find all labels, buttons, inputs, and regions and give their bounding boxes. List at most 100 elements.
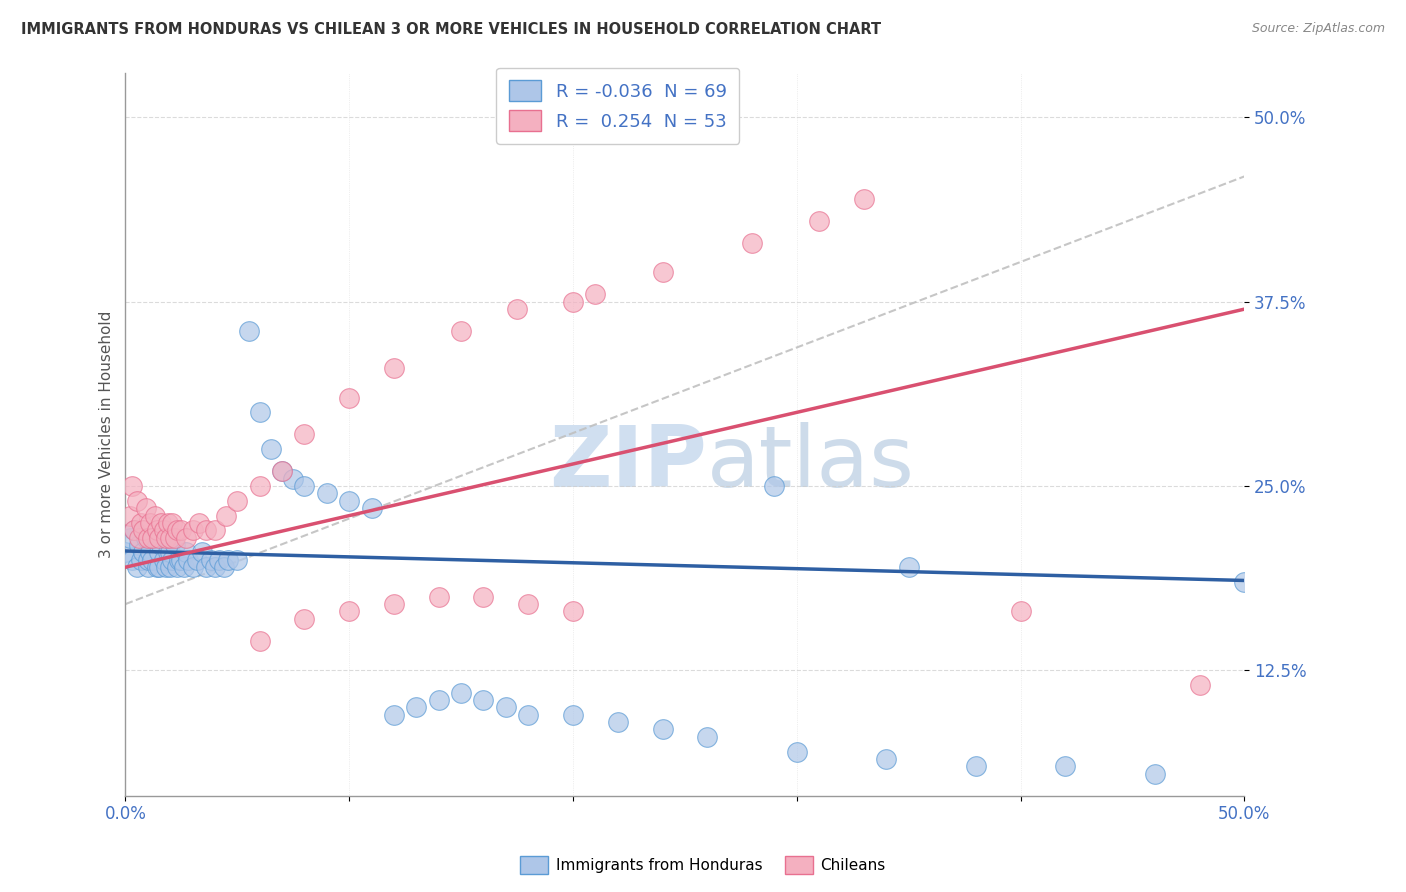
- Point: [188, 516, 211, 530]
- Text: Source: ZipAtlas.com: Source: ZipAtlas.com: [1251, 22, 1385, 36]
- Point: [217, 553, 239, 567]
- Point: [405, 700, 427, 714]
- Point: [562, 294, 585, 309]
- Point: [1010, 604, 1032, 618]
- Point: [360, 501, 382, 516]
- Point: [148, 531, 170, 545]
- Point: [150, 516, 173, 530]
- Point: [132, 524, 155, 538]
- Point: [450, 324, 472, 338]
- Point: [132, 545, 155, 559]
- Point: [124, 524, 146, 538]
- Point: [651, 265, 673, 279]
- Point: [294, 427, 316, 442]
- Point: [200, 553, 222, 567]
- Point: [562, 604, 585, 618]
- Point: [204, 524, 226, 538]
- Point: [763, 479, 786, 493]
- Point: [125, 560, 148, 574]
- Point: [427, 590, 450, 604]
- Point: [226, 493, 249, 508]
- Point: [163, 531, 186, 545]
- Point: [174, 531, 197, 545]
- Point: [271, 464, 294, 478]
- Point: [562, 707, 585, 722]
- Point: [124, 524, 146, 538]
- Point: [156, 545, 179, 559]
- Point: [294, 612, 316, 626]
- Point: [148, 545, 170, 559]
- Point: [159, 560, 181, 574]
- Point: [129, 553, 152, 567]
- Point: [450, 685, 472, 699]
- Point: [212, 560, 235, 574]
- Point: [118, 508, 141, 523]
- Y-axis label: 3 or more Vehicles in Household: 3 or more Vehicles in Household: [100, 310, 114, 558]
- Point: [150, 538, 173, 552]
- Point: [226, 553, 249, 567]
- Point: [141, 531, 163, 545]
- Text: atlas: atlas: [707, 422, 915, 505]
- Point: [249, 405, 271, 419]
- Point: [472, 590, 495, 604]
- Legend: R = -0.036  N = 69, R =  0.254  N = 53: R = -0.036 N = 69, R = 0.254 N = 53: [496, 68, 740, 144]
- Point: [128, 531, 150, 545]
- Point: [143, 508, 166, 523]
- Text: ZIP: ZIP: [550, 422, 707, 505]
- Point: [337, 391, 360, 405]
- Point: [135, 501, 157, 516]
- Point: [152, 524, 174, 538]
- Point: [135, 531, 157, 545]
- Point: [852, 192, 875, 206]
- Point: [583, 287, 606, 301]
- Point: [427, 693, 450, 707]
- Point: [170, 553, 193, 567]
- Point: [190, 545, 212, 559]
- Point: [114, 545, 136, 559]
- Point: [186, 553, 208, 567]
- Point: [146, 560, 169, 574]
- Point: [897, 560, 920, 574]
- Point: [204, 560, 226, 574]
- Point: [249, 634, 271, 648]
- Point: [125, 493, 148, 508]
- Point: [517, 707, 540, 722]
- Point: [495, 700, 517, 714]
- Point: [156, 516, 179, 530]
- Point: [173, 560, 195, 574]
- Point: [208, 553, 231, 567]
- Point: [170, 524, 193, 538]
- Point: [181, 560, 204, 574]
- Point: [121, 553, 143, 567]
- Point: [136, 553, 159, 567]
- Point: [162, 553, 184, 567]
- Point: [136, 531, 159, 545]
- Point: [195, 524, 218, 538]
- Point: [651, 723, 673, 737]
- Point: [965, 759, 987, 773]
- Point: [155, 531, 177, 545]
- Point: [181, 524, 204, 538]
- Point: [337, 604, 360, 618]
- Point: [148, 560, 170, 574]
- Point: [249, 479, 271, 493]
- Point: [1143, 766, 1166, 780]
- Point: [177, 553, 200, 567]
- Point: [875, 752, 897, 766]
- Point: [786, 745, 808, 759]
- Point: [143, 531, 166, 545]
- Point: [129, 516, 152, 530]
- Point: [155, 560, 177, 574]
- Point: [136, 560, 159, 574]
- Point: [167, 553, 190, 567]
- Point: [382, 707, 405, 722]
- Point: [1233, 574, 1256, 589]
- Point: [337, 493, 360, 508]
- Point: [506, 302, 529, 317]
- Point: [139, 516, 162, 530]
- Point: [118, 531, 141, 545]
- Point: [271, 464, 294, 478]
- Point: [215, 508, 238, 523]
- Point: [260, 442, 283, 457]
- Point: [517, 597, 540, 611]
